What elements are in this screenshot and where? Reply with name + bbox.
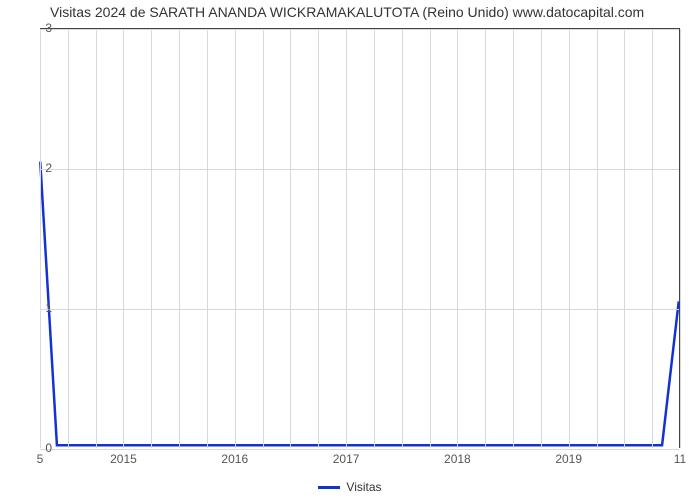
gridline-v	[123, 29, 124, 448]
gridline-v	[96, 29, 97, 448]
gridline-v	[513, 29, 514, 448]
x-axis-label: 2017	[333, 452, 360, 466]
chart-plot-area	[40, 28, 680, 448]
legend-label: Visitas	[346, 480, 381, 494]
gridline-v	[457, 29, 458, 448]
gridline-v	[40, 29, 41, 448]
legend-swatch	[318, 486, 340, 489]
gridline-v	[346, 29, 347, 448]
gridline-v	[68, 29, 69, 448]
gridline-v	[652, 29, 653, 448]
x-axis-label: 2015	[110, 452, 137, 466]
y-axis-label: 3	[45, 21, 52, 35]
x-axis-label: 2016	[221, 452, 248, 466]
gridline-v	[374, 29, 375, 448]
gridline-v	[318, 29, 319, 448]
gridline-h	[40, 169, 679, 170]
gridline-v	[485, 29, 486, 448]
gridline-v	[569, 29, 570, 448]
gridline-h	[40, 309, 679, 310]
bottom-left-corner-label: 5	[37, 452, 44, 466]
gridline-h	[40, 449, 679, 450]
y-axis-label: 1	[45, 301, 52, 315]
gridline-v	[541, 29, 542, 448]
line-series	[40, 29, 679, 448]
gridline-h	[40, 29, 679, 30]
gridline-v	[597, 29, 598, 448]
gridline-v	[235, 29, 236, 448]
chart-title: Visitas 2024 de SARATH ANANDA WICKRAMAKA…	[50, 4, 644, 20]
bottom-right-corner-label: 11	[674, 452, 686, 466]
gridline-v	[263, 29, 264, 448]
gridline-v	[624, 29, 625, 448]
x-axis-label: 2019	[555, 452, 582, 466]
gridline-v	[430, 29, 431, 448]
x-axis-label: 2018	[444, 452, 471, 466]
gridline-v	[151, 29, 152, 448]
y-axis-label: 0	[45, 441, 52, 455]
gridline-v	[179, 29, 180, 448]
gridline-v	[680, 29, 681, 448]
gridline-v	[402, 29, 403, 448]
gridline-v	[207, 29, 208, 448]
y-axis-label: 2	[45, 161, 52, 175]
gridline-v	[290, 29, 291, 448]
legend: Visitas	[0, 480, 700, 494]
